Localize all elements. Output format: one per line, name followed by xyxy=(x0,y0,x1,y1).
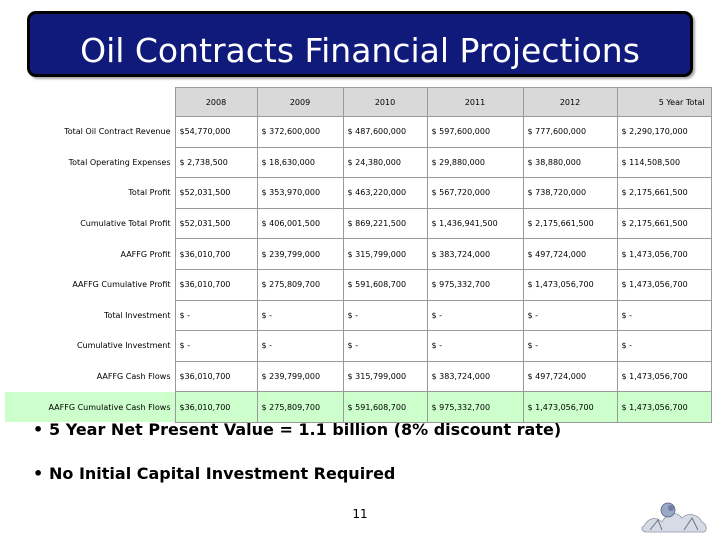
bullet-item-investment: • No Initial Capital Investment Required xyxy=(33,464,395,483)
row-label-total-oil-contract-revenue: Total Oil Contract Revenue xyxy=(64,127,171,137)
table-cell: $ - xyxy=(342,299,428,332)
table-cell: $ 1,436,941,500 xyxy=(426,207,524,240)
table-cell: $ 738,720,000 xyxy=(522,177,618,209)
table-cell: $ 315,799,000 xyxy=(342,238,428,270)
table-cell: $52,031,500 xyxy=(174,207,258,240)
table-cell: $ 18,630,000 xyxy=(256,146,344,179)
row-label-total-investment: Total Investment xyxy=(103,310,171,320)
table-cell: $ 869,221,500 xyxy=(342,207,428,240)
table-row: Total Operating Expenses $ 2,738,500 $ 18,… xyxy=(5,146,712,179)
table-cell: $ 1,473,056,700 xyxy=(616,238,712,270)
column-header-2010: 2010 xyxy=(342,87,428,117)
table-cell: $ 1,473,056,700 xyxy=(522,268,618,301)
row-label-cumulative-total-profit: Cumulative Total Profit xyxy=(80,219,171,229)
bullet-text: No Initial Capital Investment Required xyxy=(49,464,396,483)
table-row: Cumulative Investment $ - $ - $ - $ - $ - $ - xyxy=(5,330,712,362)
table-cell: $ 29,880,000 xyxy=(426,146,524,179)
table-cell: $ 591,608,700 xyxy=(342,391,428,423)
table-cell: $ 383,724,000 xyxy=(426,360,524,393)
row-label-cumulative-investment: Cumulative Investment xyxy=(76,341,171,351)
table-cell: $ 2,738,500 xyxy=(174,146,258,179)
table-cell: $ 591,608,700 xyxy=(342,268,428,301)
table-cell: $ - xyxy=(256,299,344,332)
table-cell: $ - xyxy=(342,330,428,362)
table-row: Total Profit $52,031,500 $ 353,970,000 $ 46… xyxy=(5,177,712,209)
table-cell: $ 239,799,000 xyxy=(256,238,344,270)
row-label-aaffg-cumulative-profit: AAFFG Cumulative Profit xyxy=(72,280,171,290)
header-corner xyxy=(5,88,175,117)
table-cell: $ 975,332,700 xyxy=(426,268,524,301)
table-cell: $ 497,724,000 xyxy=(522,360,618,393)
table-cell: $ 406,001,500 xyxy=(256,207,344,240)
row-label-total-operating-expenses: Total Operating Expenses xyxy=(68,157,171,167)
table-cell: $36,010,700 xyxy=(174,268,258,301)
column-header-2011: 2011 xyxy=(426,87,524,117)
table-row: AAFFG Profit $36,010,700 $ 239,799,000 $ 31… xyxy=(5,238,712,270)
table-cell: $ - xyxy=(174,299,258,332)
table-cell: $36,010,700 xyxy=(174,360,258,393)
table-cell: $ 597,600,000 xyxy=(426,116,524,148)
table-cell: $36,010,700 xyxy=(174,391,258,423)
table-row: Total Investment $ - $ - $ - $ - $ - $ - xyxy=(5,299,712,332)
bullet-item-npv: • 5 Year Net Present Value = 1.1 billion … xyxy=(33,420,561,439)
table-cell: $ 1,473,056,700 xyxy=(616,391,712,423)
table-cell: $ 372,600,000 xyxy=(256,116,344,148)
table-cell: $ 24,380,000 xyxy=(342,146,428,179)
table-cell: $ 315,799,000 xyxy=(342,360,428,393)
table-cell: $ - xyxy=(616,299,712,332)
column-header-2012: 2012 xyxy=(522,87,618,117)
table-cell: $ 497,724,000 xyxy=(522,238,618,270)
table-row: Total Oil Contract Revenue $54,770,000 $ 3… xyxy=(5,116,712,148)
table-cell: $36,010,700 xyxy=(174,238,258,270)
column-header-2009: 2009 xyxy=(256,87,344,117)
table-cell: $ 777,600,000 xyxy=(522,116,618,148)
table-cell: $ - xyxy=(174,330,258,362)
financial-table: 2008 2009 2010 2011 2012 5 Year Total To… xyxy=(5,87,712,423)
table-cell: $ 1,473,056,700 xyxy=(522,391,618,423)
logo-icon xyxy=(641,502,707,533)
table-cell: $ 2,290,170,000 xyxy=(616,116,712,148)
table-row: AAFFG Cumulative Profit $36,010,700 $ 275,… xyxy=(5,268,712,301)
table-row: Cumulative Total Profit $52,031,500 $ 406,… xyxy=(5,207,712,240)
table-cell: $ 2,175,661,500 xyxy=(616,177,712,209)
table-cell: $ 353,970,000 xyxy=(256,177,344,209)
table-cell: $ 383,724,000 xyxy=(426,238,524,270)
bullet-text: 5 Year Net Present Value = 1.1 billion (… xyxy=(49,420,562,439)
column-header-2008: 2008 xyxy=(174,87,258,117)
table-cell: $ 239,799,000 xyxy=(256,360,344,393)
table-cell: $ - xyxy=(616,330,712,362)
table-cell: $ - xyxy=(522,299,618,332)
table-cell: $ 1,473,056,700 xyxy=(616,268,712,301)
title-banner: Oil Contracts Financial Projections xyxy=(27,11,693,77)
table-cell: $ 1,473,056,700 xyxy=(616,360,712,393)
table-cell: $52,031,500 xyxy=(174,177,258,209)
header-row: 2008 2009 2010 2011 2012 5 Year Total xyxy=(5,87,712,117)
table-cell: $ 275,809,700 xyxy=(256,268,344,301)
column-header-5-year-total: 5 Year Total xyxy=(616,87,712,117)
page-title: Oil Contracts Financial Projections xyxy=(80,31,640,70)
table-cell: $ 567,720,000 xyxy=(426,177,524,209)
row-label-aaffg-profit: AAFFG Profit xyxy=(120,249,171,259)
table-cell: $ 975,332,700 xyxy=(426,391,524,423)
table-cell: $ 114,508,500 xyxy=(616,146,712,179)
table-cell: $54,770,000 xyxy=(174,116,258,148)
row-label-aaffg-cumulative-cash-flows: AAFFG Cumulative Cash Flows xyxy=(5,391,175,423)
table-cell: $ - xyxy=(256,330,344,362)
bullet-icon: • xyxy=(33,420,44,439)
table-row: AAFFG Cash Flows $36,010,700 $ 239,799,000… xyxy=(5,360,712,393)
table-cell: $ - xyxy=(426,330,524,362)
table-cell: $ - xyxy=(426,299,524,332)
table-cell: $ 2,175,661,500 xyxy=(616,207,712,240)
table-cell: $ 463,220,000 xyxy=(342,177,428,209)
row-label-total-profit: Total Profit xyxy=(128,188,171,198)
table-cell: $ 275,809,700 xyxy=(256,391,344,423)
row-label-aaffg-cash-flows: AAFFG Cash Flows xyxy=(96,372,171,382)
table-cell: $ 487,600,000 xyxy=(342,116,428,148)
page-number: 11 xyxy=(352,507,368,521)
table-cell: $ 38,880,000 xyxy=(522,146,618,179)
table-cell: $ - xyxy=(522,330,618,362)
bullet-icon: • xyxy=(33,464,44,483)
table-row: AAFFG Cumulative Cash Flows $36,010,700 $ … xyxy=(5,391,712,423)
table-cell: $ 2,175,661,500 xyxy=(522,207,618,240)
